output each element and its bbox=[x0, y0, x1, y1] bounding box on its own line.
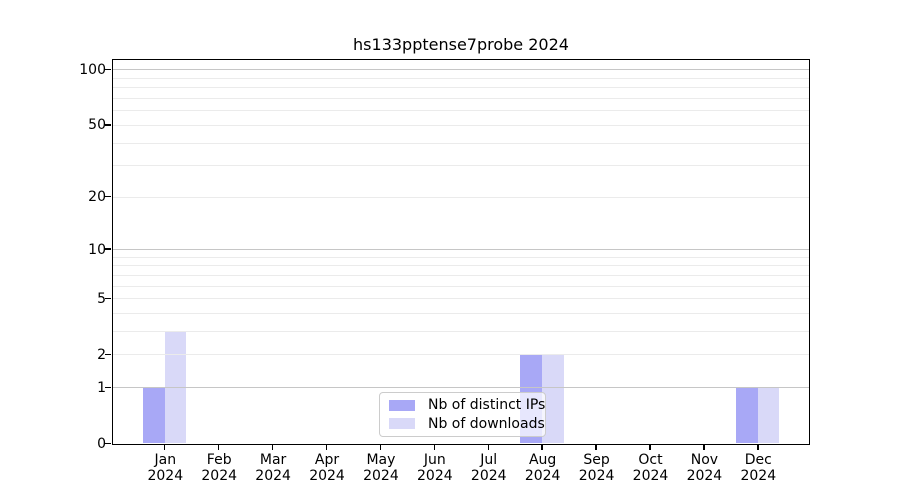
x-tick-label-mar: Mar 2024 bbox=[241, 452, 305, 484]
y-tick-mark-2 bbox=[105, 353, 111, 356]
x-tick-label-dec: Dec 2024 bbox=[726, 452, 790, 484]
x-tick-month-text: Aug bbox=[528, 452, 557, 468]
x-tick-month-text: May bbox=[366, 452, 396, 468]
bar-downloads-dec bbox=[757, 387, 780, 444]
minor-gridline-7 bbox=[112, 274, 809, 276]
x-tick-mark-may bbox=[379, 443, 382, 450]
legend-item-distinct-ips: Nb of distinct IPs bbox=[389, 397, 545, 413]
x-tick-mark-dec bbox=[757, 443, 759, 450]
x-tick-year-text: 2024 bbox=[578, 468, 615, 484]
x-tick-mark-jan bbox=[164, 443, 166, 450]
x-tick-mark-oct bbox=[649, 443, 651, 450]
y-tick-label-0: 0 bbox=[97, 436, 106, 452]
x-tick-label-jul: Jul 2024 bbox=[457, 452, 521, 484]
y-tick-label-100: 100 bbox=[79, 61, 106, 78]
x-tick-mark-feb bbox=[218, 443, 220, 450]
x-tick-mark-jun bbox=[433, 443, 436, 450]
legend: Nb of distinct IPs Nb of downloads bbox=[379, 392, 546, 437]
x-tick-label-apr: Apr 2024 bbox=[295, 452, 359, 484]
y-tick-mark-100 bbox=[105, 68, 111, 71]
legend-swatch-distinct-ips bbox=[389, 399, 415, 411]
x-tick-mark-aug bbox=[541, 443, 543, 450]
minor-gridline-60 bbox=[112, 110, 809, 112]
x-tick-mark-sep bbox=[595, 443, 597, 450]
x-tick-year-text: 2024 bbox=[632, 468, 669, 484]
x-tick-label-jun: Jun 2024 bbox=[403, 452, 467, 484]
x-tick-month-text: Jun bbox=[423, 452, 446, 468]
x-tick-year-text: 2024 bbox=[201, 468, 238, 484]
x-tick-label-oct: Oct 2024 bbox=[618, 452, 682, 484]
minor-gridline-6 bbox=[112, 285, 809, 287]
x-tick-label-sep: Sep 2024 bbox=[565, 452, 629, 484]
minor-gridline-5 bbox=[112, 298, 809, 300]
x-tick-month-text: Nov bbox=[690, 452, 719, 468]
minor-gridline-8 bbox=[112, 265, 809, 267]
x-tick-month-text: Oct bbox=[638, 452, 663, 468]
minor-gridline-70 bbox=[112, 98, 809, 100]
minor-gridline-20 bbox=[112, 196, 809, 198]
x-tick-year-text: 2024 bbox=[470, 468, 507, 484]
x-tick-label-aug: Aug 2024 bbox=[511, 452, 575, 484]
x-tick-mark-jul bbox=[487, 443, 489, 450]
x-tick-year-text: 2024 bbox=[740, 468, 777, 484]
minor-gridline-3 bbox=[112, 331, 809, 333]
minor-gridline-4 bbox=[112, 313, 809, 315]
x-tick-label-nov: Nov 2024 bbox=[672, 452, 736, 484]
major-gridline-100 bbox=[112, 69, 809, 71]
y-tick-label-2: 2 bbox=[97, 346, 106, 363]
major-gridline-10 bbox=[112, 249, 809, 251]
legend-item-downloads: Nb of downloads bbox=[389, 416, 545, 432]
y-tick-label-20: 20 bbox=[88, 189, 106, 206]
minor-gridline-30 bbox=[112, 165, 809, 167]
x-tick-month-text: Feb bbox=[206, 452, 232, 468]
x-tick-year-text: 2024 bbox=[309, 468, 345, 484]
x-tick-mark-mar bbox=[271, 443, 274, 450]
minor-gridline-40 bbox=[112, 142, 809, 144]
x-tick-label-may: May 2024 bbox=[349, 452, 413, 484]
x-tick-label-jan: Jan 2024 bbox=[133, 452, 197, 484]
minor-gridline-2 bbox=[112, 354, 809, 356]
bar-distinct-ips-jan bbox=[143, 387, 165, 444]
legend-label-distinct-ips: Nb of distinct IPs bbox=[428, 397, 546, 414]
bar-downloads-aug bbox=[542, 354, 564, 444]
x-tick-mark-apr bbox=[325, 443, 328, 450]
y-tick-label-10: 10 bbox=[88, 241, 106, 258]
y-tick-label-1: 1 bbox=[97, 379, 106, 396]
y-tick-mark-1 bbox=[105, 386, 111, 389]
x-tick-year-text: 2024 bbox=[147, 468, 184, 484]
y-tick-mark-20 bbox=[105, 196, 111, 198]
x-tick-year-text: 2024 bbox=[255, 468, 291, 484]
y-tick-mark-10 bbox=[105, 248, 111, 250]
y-tick-mark-5 bbox=[105, 297, 111, 299]
x-tick-month-text: Jan bbox=[154, 452, 177, 468]
legend-swatch-downloads bbox=[389, 418, 415, 430]
y-tick-mark-50 bbox=[105, 124, 111, 126]
bar-distinct-ips-dec bbox=[736, 387, 758, 444]
y-tick-label-50: 50 bbox=[88, 117, 106, 134]
minor-gridline-50 bbox=[112, 124, 809, 126]
minor-gridline-80 bbox=[112, 87, 809, 89]
x-tick-year-text: 2024 bbox=[686, 468, 723, 484]
x-tick-month-text: Mar bbox=[259, 452, 287, 468]
plot-area bbox=[105, 58, 810, 450]
chart-title: hs133pptense7probe 2024 bbox=[353, 35, 569, 54]
x-tick-month-text: Jul bbox=[480, 452, 498, 468]
x-tick-month-text: Apr bbox=[314, 452, 340, 468]
x-tick-month-text: Dec bbox=[744, 452, 772, 468]
y-tick-mark-0 bbox=[105, 442, 111, 445]
x-tick-month-text: Sep bbox=[583, 452, 610, 468]
x-tick-mark-nov bbox=[703, 443, 705, 450]
major-gridline-1 bbox=[112, 387, 809, 389]
x-tick-label-feb: Feb 2024 bbox=[187, 452, 251, 484]
minor-gridline-90 bbox=[112, 77, 809, 79]
x-tick-year-text: 2024 bbox=[524, 468, 561, 484]
x-tick-year-text: 2024 bbox=[363, 468, 399, 484]
x-tick-year-text: 2024 bbox=[417, 468, 453, 484]
minor-gridline-9 bbox=[112, 256, 809, 258]
legend-label-downloads: Nb of downloads bbox=[428, 415, 545, 432]
y-tick-label-5: 5 bbox=[97, 290, 106, 307]
